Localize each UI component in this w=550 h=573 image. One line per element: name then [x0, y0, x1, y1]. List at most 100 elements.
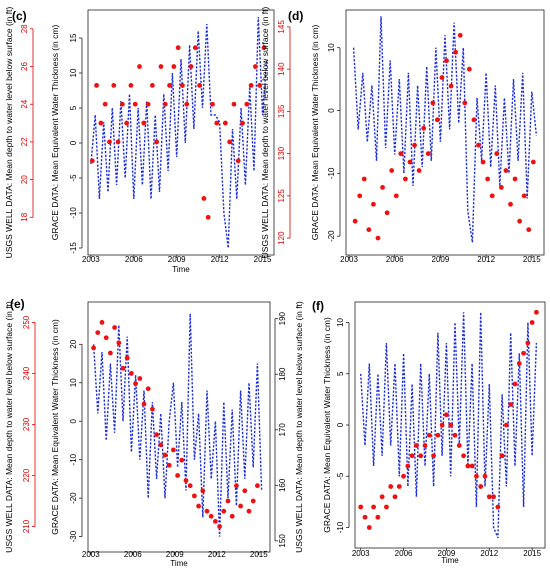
usgs-data-point	[517, 218, 523, 224]
usgs-data-point	[430, 100, 436, 106]
panel-label: (d)	[288, 9, 303, 23]
x-axis-label: Time	[441, 556, 459, 565]
well-axis-title: USGS WELL DATA: Mean depth to water leve…	[4, 7, 14, 259]
grace-tick-label: 15	[69, 33, 78, 42]
x-tick-label: 2012	[208, 550, 226, 559]
x-tick-label: 2012	[480, 549, 498, 558]
usgs-data-point	[453, 49, 459, 55]
usgs-data-point	[485, 176, 491, 182]
usgs-data-point	[250, 498, 256, 504]
usgs-data-point	[495, 504, 501, 510]
grace-tick-label: 20	[69, 339, 78, 348]
well-axis-title: USGS WELL DATA: Mean depth to water leve…	[260, 7, 270, 259]
grace-series-line	[90, 16, 268, 249]
x-axis-label: Time	[172, 265, 190, 274]
usgs-data-point	[401, 473, 406, 479]
usgs-data-point	[375, 235, 381, 241]
usgs-data-point	[379, 494, 385, 500]
well-tick-label: 220	[22, 468, 31, 482]
well-tick-label: 240	[22, 366, 31, 380]
usgs-data-point	[225, 498, 231, 504]
usgs-data-point	[498, 185, 504, 190]
x-tick-label: 2003	[82, 255, 100, 264]
usgs-data-point	[448, 422, 454, 428]
usgs-data-point	[205, 214, 211, 220]
usgs-data-point	[474, 473, 479, 479]
usgs-data-point	[149, 82, 155, 88]
usgs-data-point	[235, 158, 241, 164]
right-tick-label: 180	[278, 367, 287, 381]
usgs-data-point	[358, 504, 364, 510]
usgs-data-point	[418, 453, 424, 459]
usgs-data-point	[431, 453, 436, 459]
usgs-data-point	[409, 453, 415, 459]
usgs-data-point	[398, 151, 404, 157]
grace-tick-label: 10	[327, 43, 336, 52]
usgs-data-point	[158, 442, 164, 448]
right-axis-title: USGS WELL DATA: Mean depth to water leve…	[294, 301, 304, 553]
usgs-data-point	[197, 82, 203, 88]
usgs-data-point	[137, 64, 142, 69]
usgs-data-point	[112, 325, 117, 330]
usgs-data-point	[457, 32, 463, 38]
usgs-data-point	[469, 463, 475, 469]
usgs-data-point	[208, 513, 214, 519]
usgs-data-point	[257, 82, 263, 88]
panel-label: (c)	[12, 9, 27, 23]
usgs-data-point	[214, 120, 220, 126]
well-tick-label: 120	[277, 231, 286, 245]
grace-tick-label: 10	[69, 68, 78, 77]
usgs-data-point	[103, 335, 109, 341]
usgs-data-point	[154, 139, 160, 145]
usgs-data-point	[227, 139, 233, 145]
usgs-data-point	[393, 193, 399, 199]
usgs-data-point	[108, 350, 113, 356]
grace-tick-label: 0	[69, 140, 78, 145]
usgs-data-point	[183, 478, 189, 483]
usgs-data-point	[145, 386, 151, 392]
usgs-data-point	[366, 525, 372, 530]
usgs-data-point	[521, 193, 527, 199]
usgs-data-point	[375, 514, 381, 520]
usgs-data-point	[240, 120, 245, 126]
usgs-data-point	[137, 376, 143, 381]
usgs-data-point	[204, 508, 210, 514]
usgs-data-point	[461, 453, 466, 459]
usgs-data-point	[242, 488, 248, 494]
usgs-data-point	[396, 484, 402, 489]
usgs-data-point	[124, 355, 130, 361]
x-tick-label: 2009	[166, 550, 184, 559]
usgs-data-point	[210, 101, 215, 107]
usgs-data-point	[352, 218, 358, 224]
usgs-data-point	[405, 463, 411, 469]
usgs-data-point	[180, 82, 185, 88]
grace-axis-title: GRACE DATA: Mean Equivalent Water Thickn…	[310, 25, 320, 241]
usgs-data-point	[462, 100, 468, 106]
usgs-data-point	[234, 483, 239, 489]
right-tick-label: 190	[278, 311, 287, 325]
usgs-data-point	[448, 83, 454, 89]
usgs-data-point	[529, 320, 535, 325]
usgs-data-point	[444, 58, 449, 64]
usgs-data-point	[452, 432, 458, 438]
usgs-data-point	[422, 443, 428, 448]
grace-tick-label: 0	[327, 108, 336, 113]
well-tick-label: 26	[20, 62, 29, 71]
usgs-data-point	[482, 473, 488, 479]
right-tick-label: 160	[278, 478, 287, 492]
usgs-data-point	[201, 196, 207, 201]
usgs-data-point	[456, 443, 462, 448]
x-tick-label: 2003	[82, 550, 100, 559]
usgs-data-point	[534, 309, 539, 315]
usgs-data-point	[439, 422, 445, 428]
usgs-data-point	[371, 504, 376, 510]
usgs-data-point	[486, 494, 492, 500]
usgs-data-point	[403, 176, 408, 182]
usgs-data-point	[525, 340, 531, 346]
x-tick-label: 2003	[352, 549, 370, 558]
x-tick-label: 2006	[386, 255, 404, 264]
usgs-data-point	[162, 101, 168, 107]
usgs-data-point	[141, 401, 147, 407]
usgs-data-point	[111, 82, 117, 88]
well-tick-label: 22	[20, 137, 29, 146]
